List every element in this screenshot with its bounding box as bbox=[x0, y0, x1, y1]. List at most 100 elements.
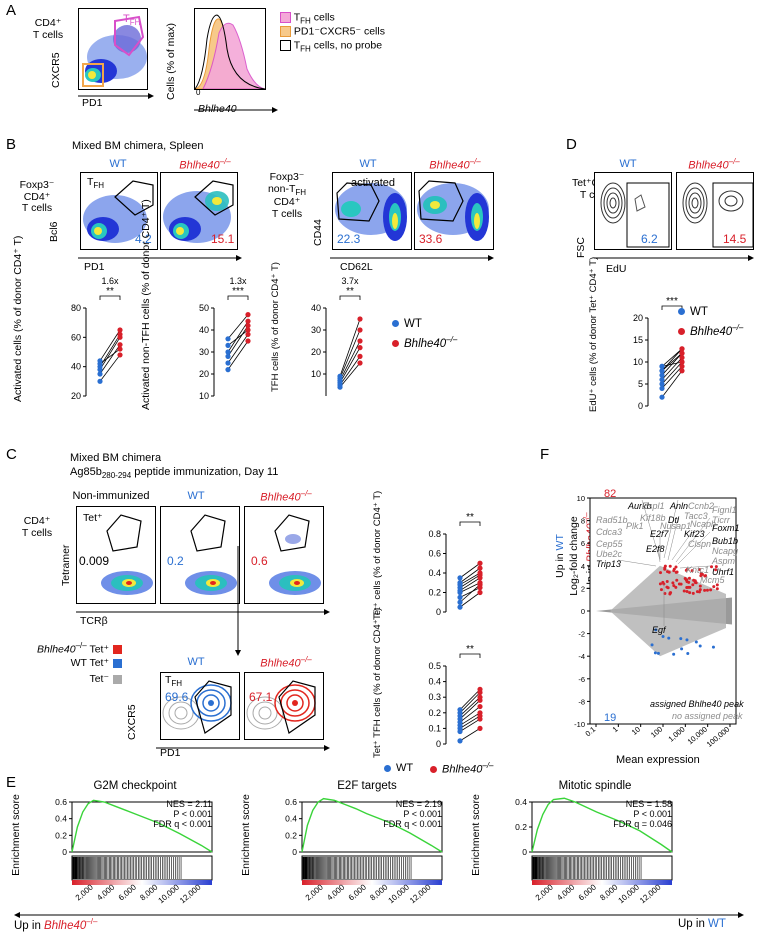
y-tick-label: 10 bbox=[199, 391, 209, 401]
wt-point bbox=[659, 368, 665, 374]
up-point bbox=[674, 565, 678, 569]
tfh-gate-label: TFH bbox=[165, 674, 183, 689]
x-tick-label: 4,000 bbox=[555, 882, 577, 902]
wt-point bbox=[337, 384, 343, 390]
ko-point bbox=[477, 703, 483, 710]
facs-density bbox=[83, 180, 154, 243]
up-point bbox=[691, 591, 695, 595]
y-tick-label: 40 bbox=[199, 325, 209, 335]
y-tick-label: 10 bbox=[311, 369, 321, 379]
histogram-curves bbox=[195, 14, 265, 89]
dotplot-ylabel: Activated cells (% of donor CD4⁺ T) bbox=[12, 235, 24, 402]
legend-item-ko: Bhlhe40–/– bbox=[430, 761, 494, 776]
pair-line bbox=[459, 718, 481, 732]
y-tick-label: 20 bbox=[311, 347, 321, 357]
gene-label: Bub1b bbox=[712, 536, 739, 546]
up-point bbox=[686, 585, 690, 589]
enrichment-curve bbox=[531, 797, 673, 853]
down-point bbox=[698, 644, 702, 648]
ko-point bbox=[245, 318, 251, 324]
pair-line bbox=[459, 582, 481, 593]
up-point bbox=[677, 582, 681, 586]
col-wt-b1: WT bbox=[109, 158, 127, 170]
row-label-line: T cells bbox=[21, 526, 53, 539]
rank-gradient bbox=[302, 880, 442, 885]
pair-line bbox=[459, 712, 481, 726]
ko-point bbox=[679, 363, 685, 369]
down-point bbox=[656, 651, 660, 655]
pair-line bbox=[459, 562, 481, 579]
y-tick-label: -8 bbox=[578, 697, 585, 706]
legend-item-wt-tet: WT Tet⁺ bbox=[22, 657, 122, 670]
y-tick-label: 80 bbox=[71, 303, 81, 313]
up-in-wt: Up in WT bbox=[678, 918, 726, 930]
gene-label: Plk1 bbox=[626, 521, 644, 531]
up-axis-arrow bbox=[14, 912, 744, 918]
pair-line bbox=[661, 348, 683, 372]
y-tick-label: -10 bbox=[574, 720, 585, 729]
wt-point bbox=[659, 377, 665, 383]
ko-point bbox=[245, 312, 251, 318]
x-tick-label: 10,000 bbox=[156, 882, 181, 905]
gene-label: Ncapg bbox=[712, 546, 739, 556]
tfh-gate-label: TFH bbox=[87, 176, 105, 191]
wt-point bbox=[659, 385, 665, 391]
gene-label: Kif23 bbox=[684, 529, 705, 539]
x-tick-label: 10,000 bbox=[386, 882, 411, 905]
pct-wt-tet: 0.2 bbox=[167, 554, 184, 568]
legend-item-noprobe: TFH cells, no probe bbox=[276, 40, 382, 54]
wt-point bbox=[659, 372, 665, 378]
y-tick-label: 6 bbox=[581, 539, 585, 548]
pct-wt-tfh: 4.2 bbox=[135, 232, 152, 246]
x-tick-label: 0.1 bbox=[584, 725, 598, 739]
wt-point bbox=[97, 378, 103, 384]
y-tick-label: 0.4 bbox=[285, 814, 297, 824]
wt-point bbox=[337, 373, 343, 379]
row-label-a: CD4⁺ T cells bbox=[18, 17, 78, 41]
ko-point bbox=[477, 713, 483, 719]
gsea-title-1: E2F targets bbox=[337, 780, 397, 792]
pair-line bbox=[227, 320, 249, 353]
ko-point bbox=[117, 352, 123, 358]
legend-item-ko: Bhlhe40–/– bbox=[678, 323, 743, 338]
ko-point bbox=[679, 359, 685, 365]
up-point bbox=[688, 591, 692, 595]
legend-item-pd1neg: PD1⁻CXCR5⁻ cells bbox=[276, 26, 385, 38]
wt-point bbox=[97, 358, 103, 364]
gene-label: Espl1 bbox=[642, 501, 665, 511]
gene-label: Ticrr bbox=[712, 515, 730, 525]
up-point bbox=[691, 583, 695, 587]
up-point bbox=[674, 570, 678, 574]
y-tick-label: 0 bbox=[638, 401, 643, 411]
y-tick-label: 2 bbox=[581, 584, 585, 593]
gene-label: Aurkb bbox=[628, 501, 652, 511]
sig-bracket bbox=[459, 521, 481, 526]
pct-wt-act: 22.3 bbox=[337, 232, 361, 246]
up-point bbox=[709, 588, 713, 592]
dotplot-tfh: 10 20 30 40 **3.7x bbox=[311, 276, 363, 396]
gene-label: Tacc3 bbox=[684, 511, 708, 521]
panel-label-b: B bbox=[6, 136, 17, 153]
y-tick-label: 0.5 bbox=[428, 661, 441, 671]
facs-density bbox=[417, 180, 489, 241]
down-point bbox=[661, 635, 665, 639]
y-tick-label: 20 bbox=[633, 313, 643, 323]
facs-density bbox=[101, 514, 153, 595]
gene-label: Ube2c bbox=[596, 549, 623, 559]
pair-line bbox=[459, 715, 481, 729]
y-tick-label: 0.6 bbox=[428, 549, 441, 559]
facs-plot-c-non: Tet⁺ 0.009 bbox=[76, 506, 156, 604]
stat-p: P < 0.001 bbox=[403, 808, 442, 819]
col-ko-b1: Bhlhe40–/– bbox=[179, 157, 231, 172]
y-tick-label: 10 bbox=[577, 494, 585, 503]
up-point bbox=[703, 574, 707, 578]
row-label-line: CD4⁺ bbox=[273, 196, 301, 209]
wt-point bbox=[225, 342, 231, 348]
pair-line bbox=[227, 340, 249, 370]
col-wt-c: WT bbox=[187, 490, 205, 502]
tet-gate-label: Tet⁺ bbox=[83, 512, 103, 524]
gsea-ylabel: Enrichment score bbox=[240, 794, 252, 876]
up-point bbox=[687, 580, 691, 584]
ko-point bbox=[117, 327, 123, 333]
x-tick-label: 12,000 bbox=[178, 882, 203, 905]
